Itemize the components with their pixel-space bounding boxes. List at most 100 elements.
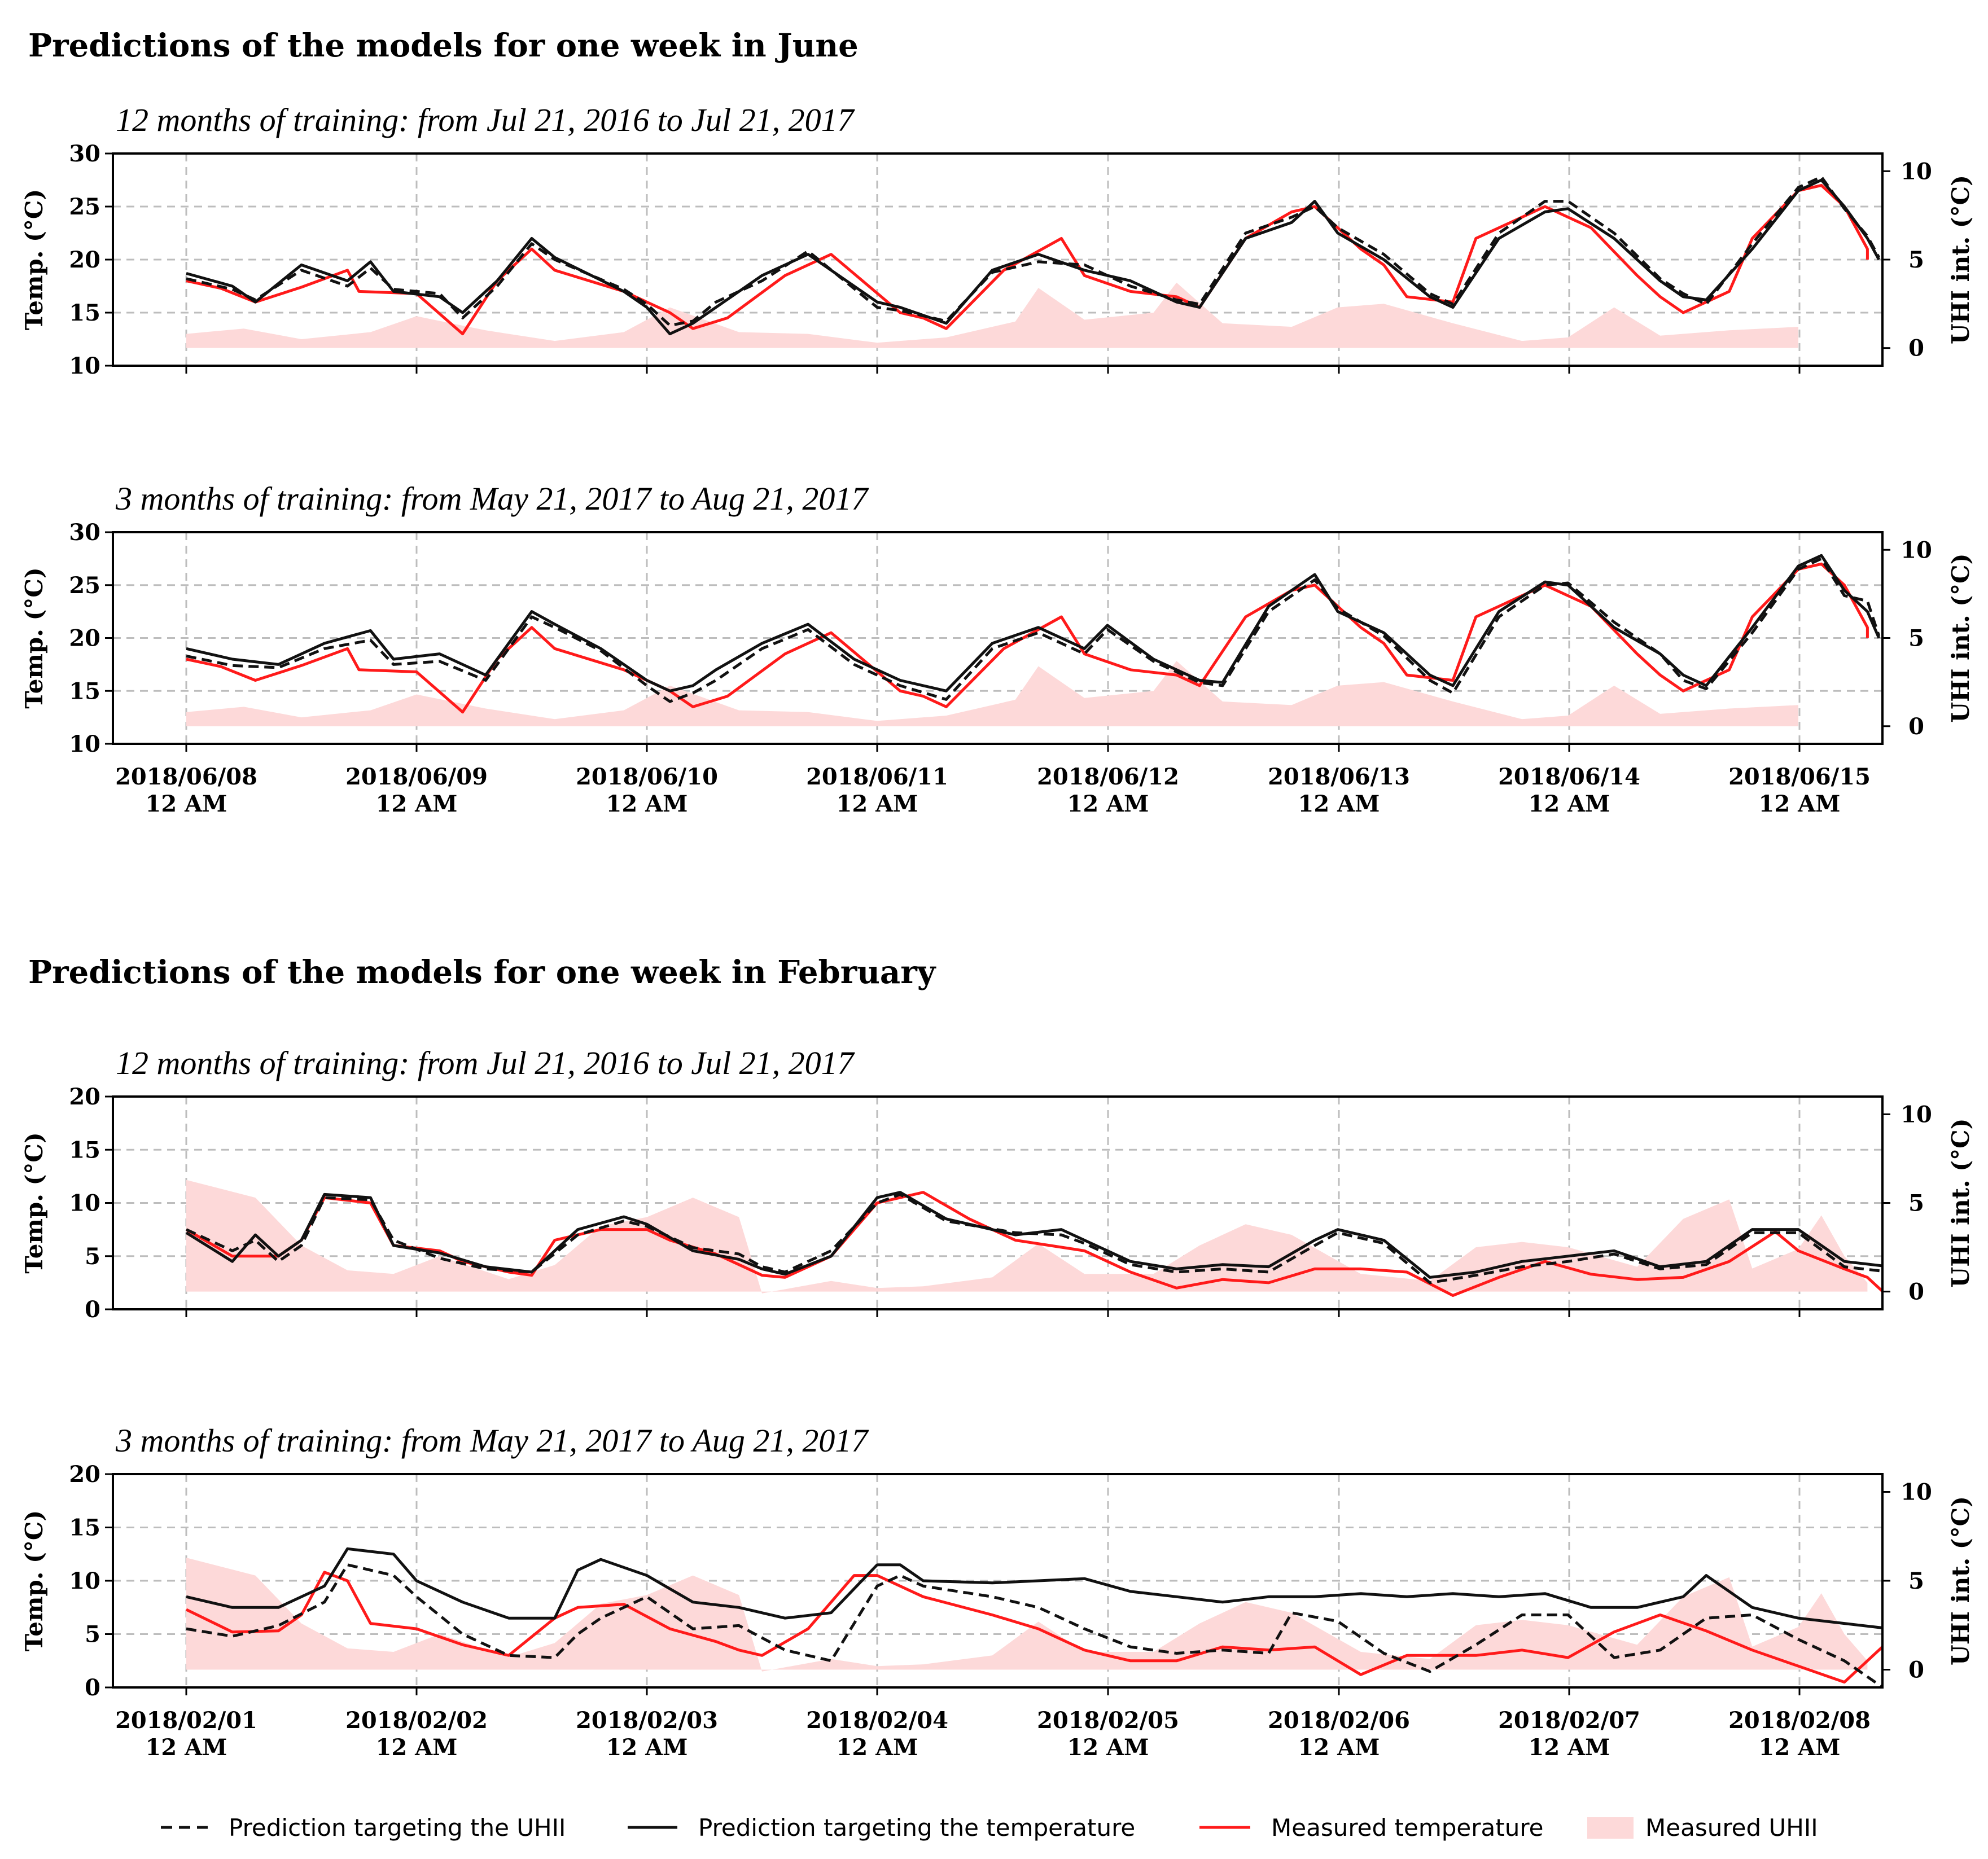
y-tick-label: 30 (69, 519, 100, 546)
x-tick-date-label: 2018/02/07 (1498, 1707, 1640, 1734)
x-tick-time-label: 12 AM (1529, 1734, 1610, 1761)
y-tick-label: 5 (85, 1621, 100, 1648)
y-tick-label: 25 (69, 572, 100, 599)
legend-label-temperature-prediction: Prediction targeting the temperature (698, 1814, 1135, 1842)
series-measured-temperature (186, 562, 1869, 714)
x-tick-time-label: 12 AM (146, 791, 227, 817)
y-tick-label: 15 (69, 678, 100, 704)
y-tick-label: 10 (69, 731, 100, 757)
plot-area (185, 1180, 1882, 1297)
series-prediction-temperature (186, 554, 1881, 692)
x-tick-date-label: 2018/06/13 (1268, 764, 1410, 790)
x-tick-time-label: 12 AM (1298, 1734, 1380, 1761)
x-tick-date-label: 2018/06/14 (1498, 764, 1640, 790)
y2-axis-label: UHI int. (°C) (1947, 1119, 1974, 1288)
y-tick-label: 20 (69, 247, 100, 273)
y-tick-label: 5 (85, 1243, 100, 1270)
x-tick-date-label: 2018/06/12 (1037, 764, 1179, 790)
x-tick-date-label: 2018/06/09 (345, 764, 488, 790)
y2-tick-label: 10 (1901, 1479, 1932, 1506)
series-measured-temperature (185, 1571, 1882, 1684)
series-prediction-uhii (186, 1563, 1882, 1687)
y2-tick-label: 10 (1901, 537, 1932, 563)
x-tick-time-label: 12 AM (1298, 791, 1380, 817)
x-tick-date-label: 2018/02/02 (345, 1707, 488, 1734)
y-tick-label: 20 (69, 1084, 100, 1110)
y2-axis-label: UHI int. (°C) (1947, 175, 1974, 344)
x-tick-time-label: 12 AM (1067, 1734, 1149, 1761)
x-tick-date-label: 2018/02/01 (115, 1707, 257, 1734)
series-prediction-temperature (186, 1547, 1882, 1629)
x-tick-date-label: 2018/06/15 (1728, 764, 1871, 790)
x-tick-date-label: 2018/02/08 (1728, 1707, 1871, 1734)
series-measured-uhii (186, 282, 1798, 348)
x-tick-time-label: 12 AM (837, 791, 918, 817)
series-measured-uhii (186, 661, 1798, 726)
y-tick-label: 10 (69, 1568, 100, 1594)
y2-tick-label: 0 (1908, 1279, 1924, 1305)
x-tick-time-label: 12 AM (376, 1734, 458, 1761)
y2-tick-label: 5 (1908, 625, 1924, 652)
x-tick-time-label: 12 AM (1759, 1734, 1841, 1761)
legend-label-measured-uhii: Measured UHII (1645, 1814, 1818, 1842)
y2-tick-label: 10 (1901, 158, 1932, 185)
x-tick-date-label: 2018/02/05 (1037, 1707, 1179, 1734)
y2-tick-label: 5 (1908, 247, 1924, 273)
x-tick-date-label: 2018/06/08 (115, 764, 257, 790)
series-prediction-temperature (185, 1191, 1882, 1279)
y-tick-label: 0 (85, 1296, 100, 1323)
y2-tick-label: 0 (1908, 1657, 1924, 1683)
y2-axis-label: UHI int. (°C) (1947, 554, 1974, 723)
x-tick-time-label: 12 AM (837, 1734, 918, 1761)
panel-title: 12 months of training: from Jul 21, 2016… (116, 1045, 855, 1081)
legend-swatch-measured-uhii (1587, 1817, 1634, 1839)
x-tick-time-label: 12 AM (1529, 791, 1610, 817)
y-tick-label: 30 (69, 141, 100, 167)
x-tick-time-label: 12 AM (606, 791, 688, 817)
y-tick-label: 10 (69, 353, 100, 379)
series-measured-uhii (186, 1558, 1868, 1672)
y-axis-label: Temp. (°C) (20, 567, 48, 708)
legend-label-measured-temperature: Measured temperature (1271, 1814, 1544, 1842)
y2-tick-label: 10 (1901, 1101, 1932, 1128)
panel-title: 3 months of training: from May 21, 2017 … (115, 480, 869, 517)
plot-area (186, 554, 1881, 726)
x-tick-date-label: 2018/06/10 (576, 764, 718, 790)
x-tick-date-label: 2018/02/04 (806, 1707, 948, 1734)
y2-axis-label: UHI int. (°C) (1947, 1496, 1974, 1665)
y-tick-label: 25 (69, 194, 100, 220)
x-tick-time-label: 12 AM (146, 1734, 227, 1761)
x-tick-date-label: 2018/06/11 (806, 764, 948, 790)
series-measured-uhii (186, 1180, 1868, 1294)
plot-area (185, 1547, 1882, 1687)
x-tick-date-label: 2018/02/06 (1268, 1707, 1410, 1734)
section-title-june: Predictions of the models for one week i… (28, 27, 859, 64)
y-axis-label: Temp. (°C) (20, 1132, 48, 1273)
series-measured-temperature (186, 183, 1869, 336)
y-tick-label: 15 (69, 1515, 100, 1541)
y2-tick-label: 0 (1908, 713, 1924, 740)
y-tick-label: 0 (85, 1674, 100, 1701)
chart-panel-june-12-months: 12 months of training: from Jul 21, 2016… (20, 102, 1974, 379)
y2-tick-label: 5 (1908, 1568, 1924, 1594)
legend: Prediction targeting the UHII Prediction… (161, 1814, 1818, 1842)
y2-tick-label: 0 (1908, 335, 1924, 362)
section-title-february: Predictions of the models for one week i… (28, 954, 936, 991)
panel-title: 3 months of training: from May 21, 2017 … (115, 1422, 869, 1459)
y-axis-label: Temp. (°C) (20, 1510, 48, 1651)
x-tick-time-label: 12 AM (376, 791, 458, 817)
panel-title: 12 months of training: from Jul 21, 2016… (116, 102, 855, 138)
y2-tick-label: 5 (1908, 1190, 1924, 1217)
plot-area (186, 175, 1880, 348)
y-tick-label: 15 (69, 1137, 100, 1163)
x-tick-time-label: 12 AM (1067, 791, 1149, 817)
chart-panel-june-3-months: 3 months of training: from May 21, 2017 … (20, 480, 1974, 817)
chart-panel-february-3-months: 3 months of training: from May 21, 2017 … (20, 1422, 1974, 1761)
y-tick-label: 20 (69, 625, 100, 652)
y-tick-label: 10 (69, 1190, 100, 1217)
legend-label-uhii-prediction: Prediction targeting the UHII (229, 1814, 566, 1842)
y-axis-label: Temp. (°C) (20, 189, 48, 330)
chart-panel-february-12-months: 12 months of training: from Jul 21, 2016… (20, 1045, 1974, 1323)
y-tick-label: 20 (69, 1461, 100, 1488)
x-tick-time-label: 12 AM (1759, 791, 1841, 817)
